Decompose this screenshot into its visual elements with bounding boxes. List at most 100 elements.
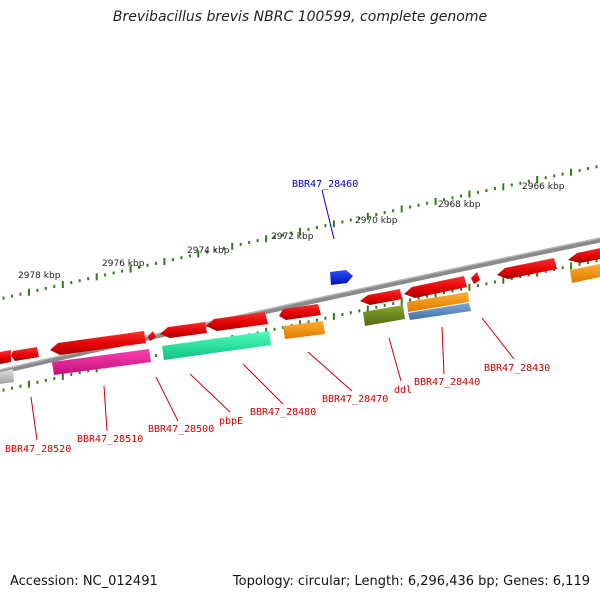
gene-label[interactable]: BBR47_28510 — [77, 434, 143, 445]
ruler-minor-tick — [171, 258, 174, 262]
feature-orange[interactable] — [570, 263, 600, 283]
feature-olive[interactable] — [363, 305, 405, 326]
inner-ruler-minor-tick — [36, 380, 39, 384]
inner-ruler-minor-tick — [19, 384, 22, 388]
gene-label[interactable]: pbpE — [219, 416, 243, 427]
gene-arrow[interactable] — [471, 272, 480, 284]
accession-text: Accession: NC_012491 — [10, 574, 158, 589]
ruler-minor-tick — [527, 179, 530, 183]
gene-arrow[interactable] — [0, 350, 11, 364]
ruler-minor-tick — [460, 194, 462, 198]
inner-ruler-major-tick — [502, 276, 505, 284]
inner-ruler-minor-tick — [409, 298, 412, 302]
gene-arrow[interactable] — [11, 347, 39, 361]
ruler-minor-tick — [510, 183, 513, 187]
gene-arrow[interactable] — [404, 276, 467, 298]
inner-ruler-minor-tick — [53, 377, 56, 380]
ruler-minor-tick — [544, 176, 547, 180]
ruler-minor-tick — [146, 263, 149, 267]
gene-label[interactable]: BBR47_28500 — [148, 424, 214, 435]
feature-gray[interactable] — [0, 369, 14, 384]
gene-arrow[interactable] — [279, 304, 321, 320]
gene-label[interactable]: ddl — [394, 385, 412, 396]
inner-ruler-major-tick — [434, 291, 437, 298]
ruler-major-tick — [400, 205, 403, 213]
ruler-major-tick — [163, 258, 166, 265]
inner-ruler-minor-tick — [519, 275, 522, 279]
gene-label[interactable]: BBR47_28440 — [414, 377, 480, 388]
ruler-minor-tick — [307, 227, 310, 231]
ruler-minor-tick — [36, 288, 39, 292]
feature-orange[interactable] — [407, 292, 469, 312]
inner-ruler-minor-tick — [476, 284, 479, 288]
gene-arrow[interactable] — [497, 258, 557, 279]
inner-ruler-minor-tick — [358, 309, 361, 313]
inner-ruler-minor-tick — [460, 287, 462, 291]
ruler-minor-tick — [341, 220, 344, 224]
ruler-minor-tick — [290, 231, 293, 235]
ruler-minor-tick — [2, 296, 5, 300]
ruler-minor-tick — [595, 165, 598, 169]
tick-label: 2970 kbp — [355, 216, 398, 226]
ruler-minor-tick — [188, 254, 191, 258]
tick-label: 2972 kbp — [271, 232, 314, 242]
ruler-minor-tick — [53, 284, 56, 288]
ruler-minor-tick — [417, 203, 420, 207]
gene-label[interactable]: BBR47_28430 — [484, 363, 550, 374]
ruler-major-tick — [95, 273, 98, 281]
ruler-minor-tick — [383, 211, 386, 215]
gene-label[interactable]: BBR47_28480 — [250, 407, 316, 418]
ruler-minor-tick — [426, 201, 429, 205]
ruler-major-tick — [502, 183, 505, 191]
ruler-minor-tick — [324, 224, 327, 228]
inner-ruler-minor-tick — [349, 311, 352, 315]
gene-arrow-blue[interactable] — [330, 270, 353, 285]
inner-ruler-minor-tick — [485, 282, 488, 286]
inner-ruler-minor-tick — [493, 280, 496, 284]
feature-teal[interactable] — [162, 331, 271, 360]
inner-ruler-minor-tick — [2, 388, 5, 392]
gene-label[interactable]: BBR47_28470 — [322, 394, 388, 405]
feature-steel[interactable] — [408, 303, 471, 320]
callout-lines — [30, 189, 515, 441]
gene-arrow[interactable] — [360, 289, 402, 305]
gene-arrow[interactable] — [568, 247, 600, 263]
ruler-minor-tick — [409, 205, 412, 209]
ruler-minor-tick — [19, 292, 22, 296]
ruler-minor-tick — [70, 281, 73, 285]
inner-ruler-minor-tick — [443, 291, 445, 295]
ruler-minor-tick — [180, 256, 183, 260]
gene-arrow[interactable] — [50, 331, 146, 355]
forward-strand — [0, 247, 600, 364]
inner-ruler-major-tick — [265, 327, 268, 335]
gene-label[interactable]: BBR47_28460 — [292, 179, 358, 190]
ruler-minor-tick — [273, 235, 276, 239]
map-title: Brevibacillus brevis NBRC 100599, comple… — [112, 9, 488, 25]
gene-arrow[interactable] — [206, 312, 268, 331]
reverse-strand — [0, 263, 600, 384]
inner-ruler-minor-tick — [417, 296, 420, 300]
feature-orange[interactable] — [283, 321, 325, 339]
ruler-minor-tick — [78, 279, 81, 283]
ruler-arc — [2, 165, 598, 300]
inner-ruler-major-tick — [536, 269, 539, 277]
gene-labels: BBR47_28520 BBR47_28510 BBR47_28500 pbpE… — [5, 179, 550, 455]
gene-arrow[interactable] — [160, 322, 207, 338]
inner-ruler-minor-tick — [578, 262, 581, 266]
ruler-minor-tick — [375, 213, 378, 216]
inner-ruler-minor-tick — [324, 316, 327, 320]
ruler-major-tick — [61, 281, 64, 288]
inner-ruler-minor-tick — [375, 305, 378, 309]
ruler-minor-tick — [358, 216, 361, 220]
ruler-minor-tick — [315, 226, 318, 229]
inner-ruler-minor-tick — [527, 273, 530, 277]
feature-pink[interactable] — [52, 349, 151, 375]
inner-ruler-minor-tick — [315, 318, 318, 322]
ruler-major-tick — [366, 212, 369, 220]
gene-arrow[interactable] — [148, 331, 156, 341]
gene-label[interactable]: BBR47_28520 — [5, 444, 71, 455]
ruler-minor-tick — [87, 277, 90, 281]
ruler-major-tick — [129, 265, 132, 273]
inner-ruler-minor-tick — [383, 303, 386, 307]
